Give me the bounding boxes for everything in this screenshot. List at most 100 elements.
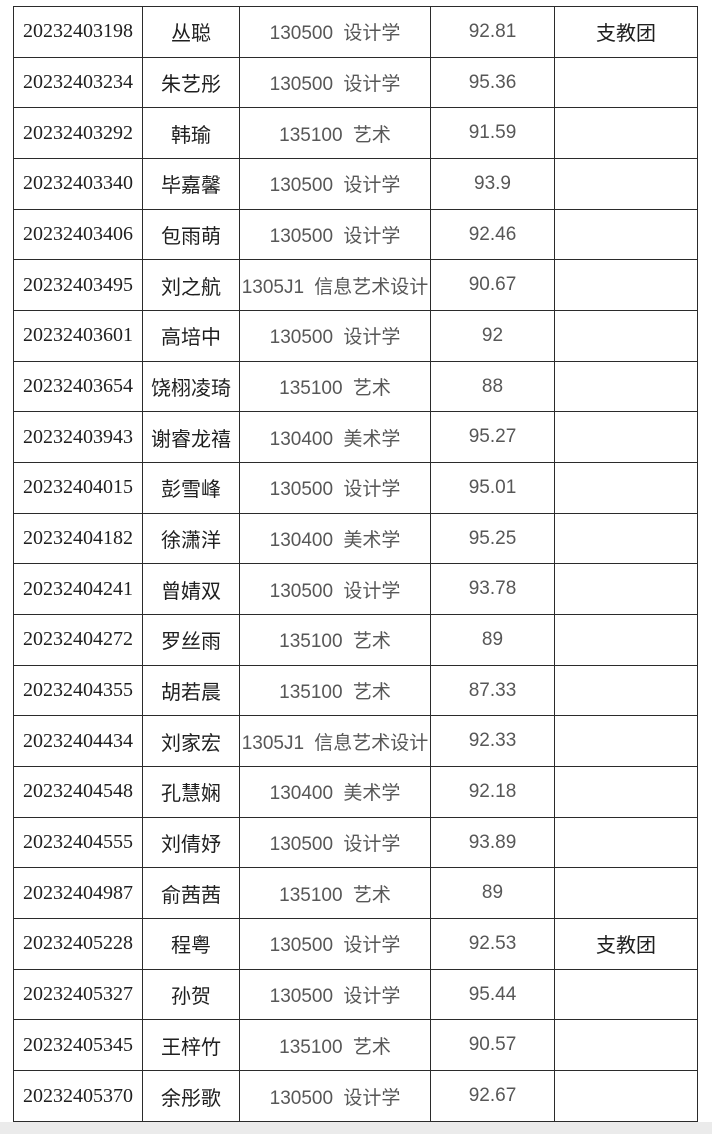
admission-results-table: 20232403198 丛聪 130500 设计学 92.81 支教团 202324032…	[13, 6, 698, 1122]
major-cell: 130400 美术学	[239, 766, 431, 818]
candidate-id-cell: 20232405327	[13, 968, 143, 1021]
score-cell: 95.44	[430, 968, 555, 1021]
note-cell	[554, 614, 698, 666]
candidate-id-cell: 20232405345	[13, 1019, 143, 1072]
note-cell	[554, 411, 698, 464]
candidate-name-cell: 曾婧双	[142, 563, 240, 616]
major-cell: 130500 设计学	[239, 208, 431, 261]
candidate-name-cell: 刘之航	[142, 259, 240, 312]
note-cell	[554, 968, 698, 1021]
score-cell: 90.57	[430, 1019, 555, 1072]
results-table-body: 20232403198 丛聪 130500 设计学 92.81 支教团 202324032…	[13, 6, 698, 1122]
candidate-id-cell: 20232405228	[13, 918, 143, 970]
score-cell: 90.67	[430, 259, 555, 312]
candidate-name-cell: 包雨萌	[142, 208, 240, 261]
score-cell: 95.25	[430, 512, 555, 565]
score-cell: 92.67	[430, 1070, 555, 1122]
score-cell: 95.01	[430, 462, 555, 514]
candidate-name-cell: 谢睿龙禧	[142, 411, 240, 464]
candidate-name-cell: 丛聪	[142, 6, 240, 58]
table-row: 20232403654 饶栩凌琦 135100 艺术 88	[13, 360, 698, 413]
table-row: 20232404548 孔慧娴 130400 美术学 92.18	[13, 766, 698, 818]
major-cell: 1305J1 信息艺术设计	[239, 259, 431, 312]
table-row: 20232405228 程粤 130500 设计学 92.53 支教团	[13, 918, 698, 970]
table-row: 20232403292 韩瑜 135100 艺术 91.59	[13, 107, 698, 160]
score-cell: 93.9	[430, 158, 555, 210]
major-cell: 135100 艺术	[239, 107, 431, 160]
note-cell	[554, 462, 698, 514]
table-row: 20232404434 刘家宏 1305J1 信息艺术设计 92.33	[13, 715, 698, 768]
table-row: 20232404015 彭雪峰 130500 设计学 95.01	[13, 462, 698, 514]
table-row: 20232405345 王梓竹 135100 艺术 90.57	[13, 1019, 698, 1072]
table-row: 20232403340 毕嘉馨 130500 设计学 93.9	[13, 158, 698, 210]
major-cell: 130500 设计学	[239, 158, 431, 210]
table-row: 20232403601 高培中 130500 设计学 92	[13, 310, 698, 362]
candidate-id-cell: 20232403340	[13, 158, 143, 210]
score-cell: 92.18	[430, 766, 555, 818]
candidate-id-cell: 20232404548	[13, 766, 143, 818]
note-cell	[554, 1070, 698, 1122]
table-row: 20232404555 刘倩妤 130500 设计学 93.89	[13, 816, 698, 869]
note-cell: 支教团	[554, 6, 698, 58]
major-cell: 130500 设计学	[239, 6, 431, 58]
candidate-id-cell: 20232404434	[13, 715, 143, 768]
candidate-id-cell: 20232404182	[13, 512, 143, 565]
major-cell: 135100 艺术	[239, 614, 431, 666]
table-row: 20232404241 曾婧双 130500 设计学 93.78	[13, 563, 698, 616]
candidate-id-cell: 20232403943	[13, 411, 143, 464]
candidate-name-cell: 孔慧娴	[142, 766, 240, 818]
candidate-id-cell: 20232403601	[13, 310, 143, 362]
note-cell	[554, 664, 698, 717]
candidate-id-cell: 20232404987	[13, 867, 143, 920]
candidate-name-cell: 饶栩凌琦	[142, 360, 240, 413]
candidate-id-cell: 20232403654	[13, 360, 143, 413]
table-row: 20232404987 俞茜茜 135100 艺术 89	[13, 867, 698, 920]
major-cell: 130500 设计学	[239, 816, 431, 869]
candidate-id-cell: 20232404015	[13, 462, 143, 514]
score-cell: 92	[430, 310, 555, 362]
candidate-name-cell: 毕嘉馨	[142, 158, 240, 210]
score-cell: 87.33	[430, 664, 555, 717]
major-cell: 130500 设计学	[239, 56, 431, 109]
candidate-name-cell: 程粤	[142, 918, 240, 970]
candidate-name-cell: 罗丝雨	[142, 614, 240, 666]
table-row: 20232405370 余彤歌 130500 设计学 92.67	[13, 1070, 698, 1122]
score-cell: 93.78	[430, 563, 555, 616]
candidate-id-cell: 20232404272	[13, 614, 143, 666]
note-cell	[554, 512, 698, 565]
major-cell: 130500 设计学	[239, 310, 431, 362]
candidate-name-cell: 徐潇洋	[142, 512, 240, 565]
note-cell	[554, 56, 698, 109]
candidate-id-cell: 20232403406	[13, 208, 143, 261]
note-cell	[554, 816, 698, 869]
note-cell	[554, 715, 698, 768]
candidate-name-cell: 孙贺	[142, 968, 240, 1021]
table-row: 20232404182 徐潇洋 130400 美术学 95.25	[13, 512, 698, 565]
candidate-name-cell: 俞茜茜	[142, 867, 240, 920]
major-cell: 130500 设计学	[239, 563, 431, 616]
candidate-name-cell: 刘倩妤	[142, 816, 240, 869]
note-cell	[554, 766, 698, 818]
score-cell: 92.81	[430, 6, 555, 58]
candidate-id-cell: 20232404355	[13, 664, 143, 717]
candidate-name-cell: 胡若晨	[142, 664, 240, 717]
major-cell: 135100 艺术	[239, 664, 431, 717]
major-cell: 135100 艺术	[239, 360, 431, 413]
candidate-id-cell: 20232403234	[13, 56, 143, 109]
note-cell	[554, 867, 698, 920]
note-cell	[554, 158, 698, 210]
score-cell: 89	[430, 614, 555, 666]
score-cell: 92.46	[430, 208, 555, 261]
candidate-id-cell: 20232404555	[13, 816, 143, 869]
note-cell	[554, 360, 698, 413]
candidate-name-cell: 余彤歌	[142, 1070, 240, 1122]
table-row: 20232404355 胡若晨 135100 艺术 87.33	[13, 664, 698, 717]
note-cell	[554, 563, 698, 616]
candidate-id-cell: 20232403292	[13, 107, 143, 160]
major-cell: 130500 设计学	[239, 968, 431, 1021]
note-cell	[554, 208, 698, 261]
table-row: 20232403943 谢睿龙禧 130400 美术学 95.27	[13, 411, 698, 464]
major-cell: 135100 艺术	[239, 1019, 431, 1072]
note-cell	[554, 1019, 698, 1072]
